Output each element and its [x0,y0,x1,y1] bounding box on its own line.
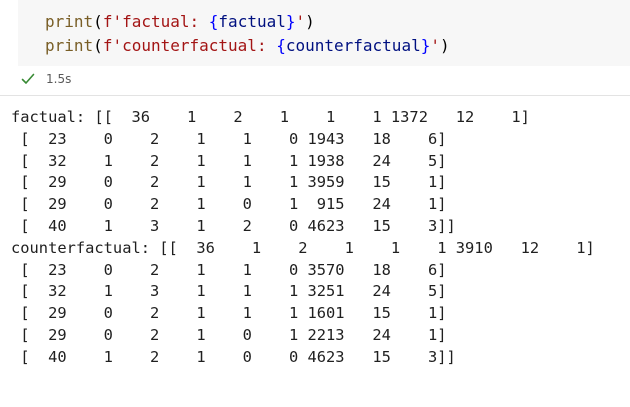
code-editor[interactable]: print(f'factual: {factual}') print(f'cou… [18,0,630,66]
output-line: [ 32 1 2 1 1 1 1938 24 5] [11,151,447,170]
output-line: [ 29 0 2 1 0 1 915 24 1] [11,195,447,214]
code-token-paren: ( [93,36,103,55]
output-line: factual: [[ 36 1 2 1 1 1 1372 12 1] [11,108,530,126]
output-line: [ 29 0 2 1 0 1 2213 24 1] [11,325,447,344]
code-token-string: f'factual: [102,12,209,31]
code-token-function: print [45,12,94,31]
code-token-brace: { [276,36,286,55]
output-line: [ 32 1 3 1 1 1 3251 24 5] [11,282,447,301]
check-icon [20,71,36,87]
code-token-brace: } [285,12,296,31]
code-token-brace: } [420,36,431,55]
code-token-function: print [45,36,94,55]
code-token-paren: ( [93,12,103,31]
output-line: [ 23 0 2 1 1 0 3570 18 6] [11,260,447,279]
code-line-2[interactable]: print(f'counterfactual: {counterfactual}… [45,36,450,56]
code-token-variable: counterfactual [285,36,421,55]
execution-status: 1.5s [20,68,71,90]
code-token-variable: factual [218,12,286,31]
output-line: counterfactual: [[ 36 1 2 1 1 1 3910 12 … [11,238,595,257]
code-token-string: f'counterfactual: [102,36,277,55]
code-token-brace: { [208,12,219,31]
output-line: [ 40 1 3 1 2 0 4623 15 3]] [11,216,456,235]
code-token-string: ' [430,36,440,55]
code-token-paren: ) [439,36,450,55]
output-line: [ 40 1 2 1 0 0 4623 15 3]] [11,347,456,366]
code-line-1[interactable]: print(f'factual: {factual}') [45,12,315,32]
output-line: [ 29 0 2 1 1 1 1601 15 1] [11,304,447,323]
output-line: [ 29 0 2 1 1 1 3959 15 1] [11,173,447,192]
code-token-string: ' [295,12,306,31]
code-token-paren: ) [305,12,315,31]
cell-output: factual: [[ 36 1 2 1 1 1 1372 12 1] [ 23… [11,107,626,369]
output-line: [ 23 0 2 1 1 0 1943 18 6] [11,129,447,148]
execution-duration: 1.5s [46,72,72,86]
output-divider [0,95,630,96]
